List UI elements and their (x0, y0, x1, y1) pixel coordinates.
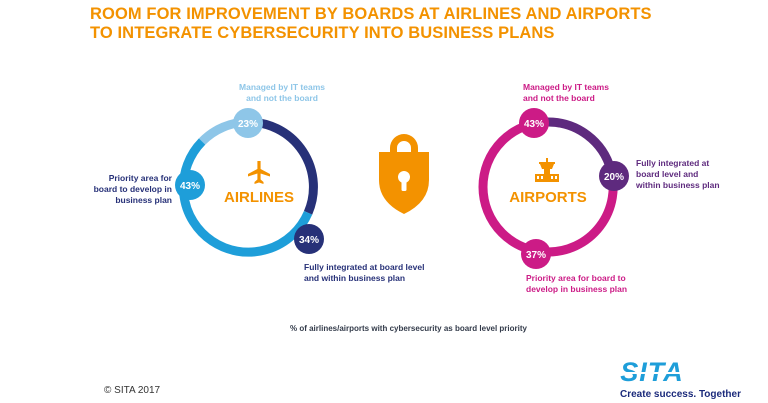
airports-ring-managed (478, 117, 549, 257)
airlines-ring-integrated (247, 117, 318, 215)
airports-label-integrated: Fully integrated at board level and with… (636, 158, 720, 190)
logo-tagline: Create success. Together (620, 389, 741, 400)
airlines-badge-managed (233, 108, 263, 138)
airlines-badge-priority (175, 170, 205, 200)
sita-logo: SITA (604, 357, 700, 386)
padlock-icon (379, 134, 429, 214)
footnote: % of airlines/airports with cybersecurit… (290, 324, 527, 333)
airlines-label-integrated: Fully integrated at board level and with… (304, 262, 425, 283)
airports-label-priority: Priority area for board to develop in bu… (526, 273, 628, 294)
airlines-label-priority: Priority area for board to develop in bu… (93, 173, 172, 205)
airports-badge-priority (521, 239, 551, 269)
airports-ring-integrated (547, 117, 616, 171)
airports-pct-managed: 43% (524, 119, 544, 130)
airports-badge-managed (519, 108, 549, 138)
airports-pct-integrated: 20% (604, 172, 624, 183)
airplane-icon (248, 161, 270, 184)
airports-center-label: AIRPORTS (509, 189, 587, 206)
airports-donut: 43% 20% 37% AIRPORTS (478, 108, 629, 269)
airports-pct-priority: 37% (526, 250, 546, 261)
airports-badge-integrated (599, 161, 629, 191)
title-line-2: TO INTEGRATE CYBERSECURITY INTO BUSINESS… (90, 24, 555, 42)
airports-label-managed: Managed by IT teams and not the board (523, 82, 609, 103)
copyright: © SITA 2017 (104, 385, 161, 396)
title-line-1: ROOM FOR IMPROVEMENT BY BOARDS AT AIRLIN… (90, 5, 652, 23)
airlines-center-label: AIRLINES (224, 189, 294, 206)
airlines-pct-managed: 23% (238, 119, 258, 130)
chart-title: ROOM FOR IMPROVEMENT BY BOARDS AT AIRLIN… (90, 5, 690, 43)
airlines-donut: 23% 43% 34% AIRLINES (175, 108, 324, 257)
control-tower-icon (535, 158, 559, 182)
airlines-label-managed: Managed by IT teams and not the board (239, 82, 325, 103)
airlines-pct-priority: 43% (180, 181, 200, 192)
airlines-badge-integrated (294, 224, 324, 254)
airlines-ring-priority (178, 138, 313, 257)
svg-text:SITA: SITA (620, 357, 684, 386)
airlines-pct-integrated: 34% (299, 235, 319, 246)
